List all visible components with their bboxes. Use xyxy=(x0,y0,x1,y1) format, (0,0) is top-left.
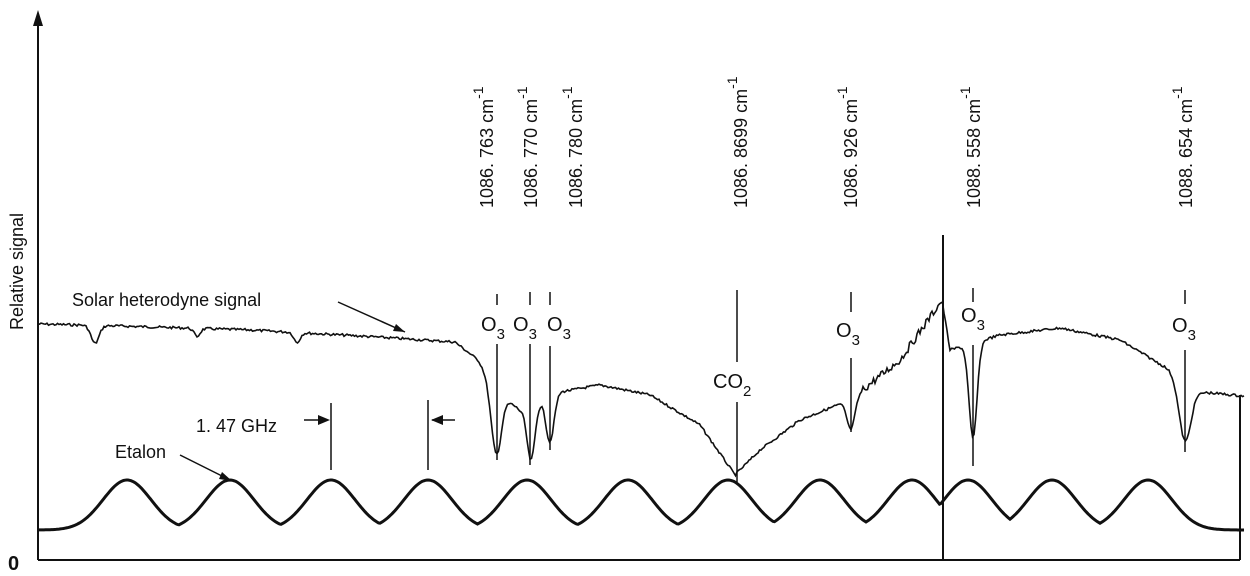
line-7-wavenumber-label: 1088. 654 cm-1 xyxy=(1169,86,1196,208)
line-1-exponent: -1 xyxy=(470,86,486,99)
line-4-exponent: -1 xyxy=(724,76,740,89)
line-7-species: O3 xyxy=(1172,315,1196,344)
line-2-species: O3 xyxy=(513,314,537,343)
line-2-group: 1086. 770 cm-1 O3 xyxy=(513,86,541,465)
solar-signal-leader xyxy=(337,301,406,333)
line-2-wavenumber-label: 1086. 770 cm-1 xyxy=(514,86,541,208)
spacing-arrow-left-head xyxy=(318,415,330,425)
line-1-group: 1086. 763 cm-1 O3 xyxy=(470,86,505,460)
etalon-label: Etalon xyxy=(115,442,166,462)
line-6-group: 1088. 558 cm-1 O3 xyxy=(957,86,985,466)
line-7-exponent: -1 xyxy=(1169,86,1185,99)
line-3-group: 1086. 780 cm-1 O3 xyxy=(547,86,586,450)
etalon-line xyxy=(38,478,1244,532)
line-3-wavenumber-label: 1086. 780 cm-1 xyxy=(559,86,586,208)
line-1-wavenumber-label: 1086. 763 cm-1 xyxy=(470,86,497,208)
line-5-exponent: -1 xyxy=(834,86,850,99)
etalon-leader xyxy=(179,454,227,479)
line-5-wavenumber: 1086. 926 cm xyxy=(841,99,861,208)
line-4-species: CO2 xyxy=(713,371,751,400)
line-3-exponent: -1 xyxy=(559,86,575,99)
spacing-arrow-right-head xyxy=(431,415,443,425)
line-5-group: 1086. 926 cm-1 O3 xyxy=(834,86,861,432)
line-4-wavenumber: 1086. 8699 cm xyxy=(731,89,751,208)
line-2-exponent: -1 xyxy=(514,86,530,99)
solar-heterodyne-signal-line xyxy=(37,300,1245,478)
line-6-wavenumber: 1088. 558 cm xyxy=(964,99,984,208)
line-5-wavenumber-label: 1086. 926 cm-1 xyxy=(834,86,861,208)
line-5-species: O3 xyxy=(836,320,860,349)
solar-signal-label: Solar heterodyne signal xyxy=(72,290,261,310)
axes xyxy=(33,10,1241,561)
line-6-exponent: -1 xyxy=(957,86,973,99)
y-axis-label: Relative signal xyxy=(7,213,27,330)
line-3-wavenumber: 1086. 780 cm xyxy=(566,99,586,208)
line-2-wavenumber: 1086. 770 cm xyxy=(521,99,541,208)
line-6-wavenumber-label: 1088. 558 cm-1 xyxy=(957,86,984,208)
line-7-wavenumber: 1088. 654 cm xyxy=(1176,99,1196,208)
line-4-wavenumber-label: 1086. 8699 cm-1 xyxy=(724,76,751,208)
y-axis-arrow xyxy=(33,10,43,26)
line-4-group: 1086. 8699 cm-1 CO2 xyxy=(713,76,751,482)
line-1-species: O3 xyxy=(481,314,505,343)
etalon-leader-arrow xyxy=(219,472,232,481)
line-7-group: 1088. 654 cm-1 O3 xyxy=(1169,86,1196,452)
line-3-species: O3 xyxy=(547,314,571,343)
solar-leader-arrow xyxy=(393,324,405,332)
line-6-species: O3 xyxy=(961,305,985,334)
line-1-wavenumber: 1086. 763 cm xyxy=(477,99,497,208)
fringe-spacing-label: 1. 47 GHz xyxy=(196,416,277,436)
zero-label: 0 xyxy=(8,553,19,575)
